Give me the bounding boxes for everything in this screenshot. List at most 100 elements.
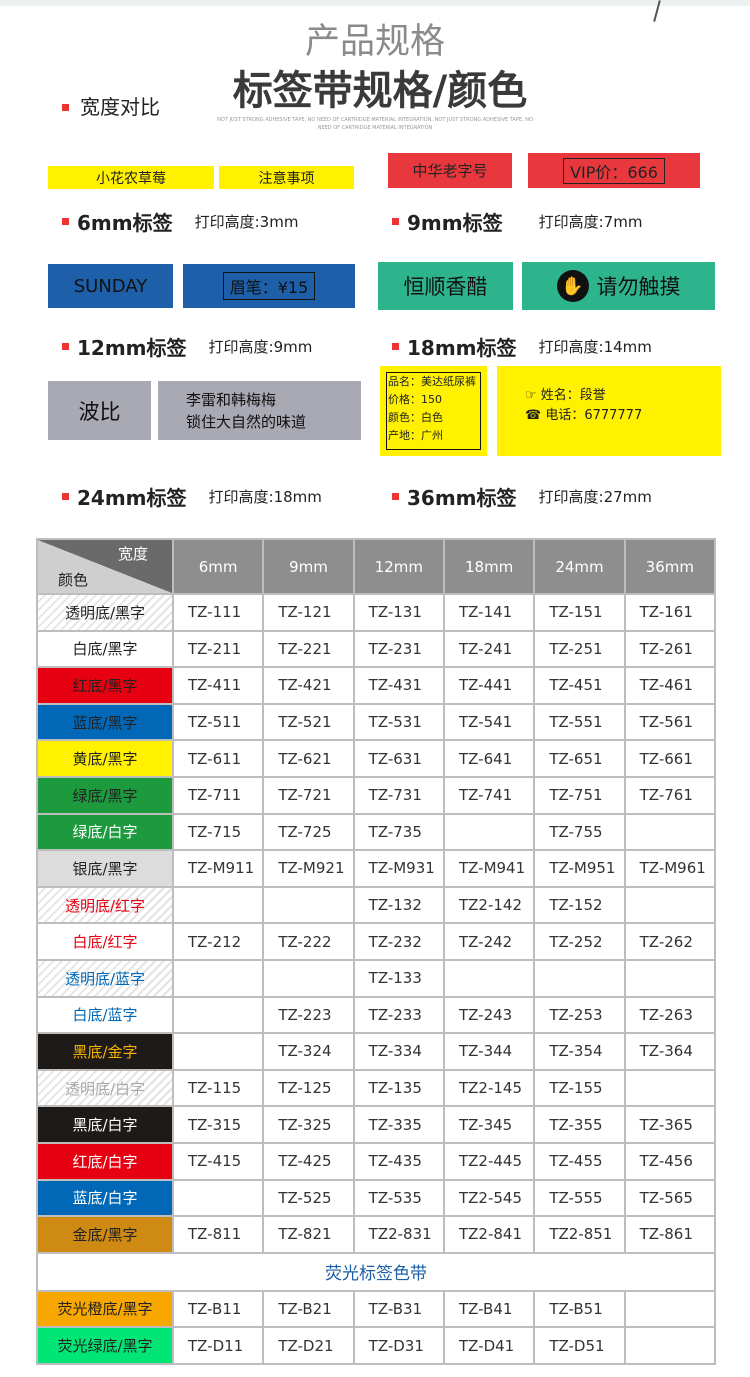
model-cell: TZ-565 (623, 1178, 717, 1218)
model-cell: TZ2-142 (442, 885, 536, 925)
model-cell: TZ-M931 (352, 849, 445, 888)
table-row: 荧光绿底/黑字 TZ-D11 TZ-D21 TZ-D31 TZ-D41 TZ-D51 (36, 1326, 717, 1365)
table-row: 蓝底/黑字 TZ-511 TZ-521 TZ-531 TZ-541 TZ-551 TZ-56… (36, 702, 717, 742)
color-label: 金底/黑字 (36, 1215, 174, 1254)
model-cell: TZ-242 (442, 922, 536, 961)
tagline: NOT JUST STRONG ADHESIVE TAPE, NO NEED O… (217, 117, 533, 131)
sample-label: 中华老字号 (388, 153, 512, 188)
model-cell: TZ-741 (442, 775, 536, 815)
sample-label: VIP价：666 (563, 157, 665, 184)
model-cell (171, 1032, 265, 1071)
table-row: 黑底/金字 TZ-324 TZ-334 TZ-344 TZ-354 TZ-364 (36, 1032, 717, 1071)
sample-label-box: ✋ 请勿触摸 (522, 262, 715, 310)
bullet-icon (62, 104, 69, 111)
model-cell: TZ-344 (442, 1032, 536, 1071)
model-cell: TZ-D41 (442, 1326, 536, 1365)
column-header: 24mm (533, 538, 626, 595)
caption-6mm: 6mm标签 打印高度:3mm (62, 207, 298, 236)
top-bar (0, 0, 750, 6)
model-cell: TZ-531 (352, 702, 445, 742)
model-cell: TZ-711 (171, 775, 265, 815)
telephone-icon: ☎ (525, 408, 546, 423)
model-cell: TZ-821 (262, 1215, 355, 1254)
model-cell: TZ-751 (533, 775, 626, 815)
sample-line: 电话：6777777 (545, 408, 643, 423)
model-cell: TZ-222 (262, 922, 355, 961)
corner-header: 宽度颜色 (36, 538, 174, 595)
color-label: 蓝底/白字 (36, 1178, 174, 1218)
caption-12mm: 12mm标签 打印高度:9mm (62, 332, 312, 361)
model-cell: TZ2-851 (533, 1215, 626, 1254)
model-cell: TZ-511 (171, 702, 265, 742)
color-label: 黄底/黑字 (36, 739, 174, 778)
color-label: 绿底/白字 (36, 812, 174, 852)
model-cell: TZ-354 (533, 1032, 626, 1071)
model-cell: TZ-B31 (352, 1289, 445, 1329)
model-cell: TZ-211 (171, 629, 265, 669)
color-label: 红底/白字 (36, 1141, 174, 1181)
color-label: 黑底/白字 (36, 1105, 174, 1144)
model-cell: TZ-251 (533, 629, 626, 669)
model-cell: TZ-133 (352, 958, 445, 998)
color-label: 白底/红字 (36, 922, 174, 961)
model-cell: TZ-721 (262, 775, 355, 815)
sample-label: SUNDAY (48, 264, 173, 308)
color-label: 银底/黑字 (36, 849, 174, 888)
model-cell: TZ-561 (623, 702, 717, 742)
sample-label: 小花农草莓 (48, 166, 214, 189)
model-cell: TZ-345 (442, 1105, 536, 1144)
model-cell: TZ-223 (262, 995, 355, 1035)
model-cell: TZ-M951 (533, 849, 626, 888)
table-row: 透明底/白字 TZ-115 TZ-125 TZ-135 TZ2-145 TZ-155 (36, 1068, 717, 1108)
model-cell: TZ-253 (533, 995, 626, 1035)
model-cell: TZ-125 (262, 1068, 355, 1108)
model-cell: TZ-252 (533, 922, 626, 961)
color-label: 荧光绿底/黑字 (36, 1326, 174, 1365)
width-header: 宽度 (117, 545, 148, 563)
model-cell: TZ-461 (623, 666, 717, 705)
model-cell (533, 958, 626, 998)
table-row: 黄底/黑字 TZ-611 TZ-621 TZ-631 TZ-641 TZ-651 TZ-66… (36, 739, 717, 778)
color-label: 透明底/红字 (36, 885, 174, 925)
model-cell: TZ-435 (352, 1141, 445, 1181)
model-cell: TZ-M921 (262, 849, 355, 888)
model-cell: TZ-D31 (352, 1326, 445, 1365)
page-title: 产品规格 (304, 22, 445, 62)
model-cell: TZ-212 (171, 922, 265, 961)
no-touch-icon: ✋ (556, 270, 589, 302)
sample-label-box: 品名：美达纸尿裤 价格：150 颜色：白色 产地：广州 (380, 366, 487, 456)
model-cell: TZ-131 (352, 593, 445, 632)
color-label: 绿底/黑字 (36, 775, 174, 815)
model-cell (262, 958, 355, 998)
sample-label: 李雷和韩梅梅 锁住大自然的味道 (158, 381, 361, 440)
model-cell: TZ-D11 (171, 1326, 265, 1365)
table-row: 白底/蓝字 TZ-223 TZ-233 TZ-243 TZ-253 TZ-263 (36, 995, 717, 1035)
model-cell (442, 812, 536, 852)
model-cell: TZ-456 (623, 1141, 717, 1181)
model-cell: TZ2-545 (442, 1178, 536, 1218)
pointing-hand-icon: ☞ (525, 388, 541, 403)
model-cell: TZ2-831 (352, 1215, 445, 1254)
caption-9mm: 9mm标签 打印高度:7mm (392, 207, 642, 236)
model-cell: TZ-221 (262, 629, 355, 669)
model-cell: TZ-262 (623, 922, 717, 961)
model-cell: TZ-261 (623, 629, 717, 669)
model-cell: TZ-651 (533, 739, 626, 778)
caption-36mm: 36mm标签 打印高度:27mm (392, 482, 652, 511)
table-row: 透明底/蓝字 TZ-133 (36, 958, 717, 998)
sample-label-box: VIP价：666 (528, 153, 700, 188)
column-header: 18mm (442, 538, 536, 595)
model-cell: TZ-761 (623, 775, 717, 815)
model-cell: TZ-755 (533, 812, 626, 852)
model-cell: TZ-M911 (171, 849, 265, 888)
model-cell (171, 995, 265, 1035)
sample-line: 颜色：白色 (388, 411, 443, 424)
model-cell: TZ-364 (623, 1032, 717, 1071)
model-cell: TZ-B21 (262, 1289, 355, 1329)
model-cell: TZ-425 (262, 1141, 355, 1181)
model-cell (623, 1068, 717, 1108)
color-header: 颜色 (58, 571, 89, 589)
table-row: 银底/黑字 TZ-M911 TZ-M921 TZ-M931 TZ-M941 TZ-M951… (36, 849, 717, 888)
model-cell: TZ-641 (442, 739, 536, 778)
model-cell: TZ-263 (623, 995, 717, 1035)
